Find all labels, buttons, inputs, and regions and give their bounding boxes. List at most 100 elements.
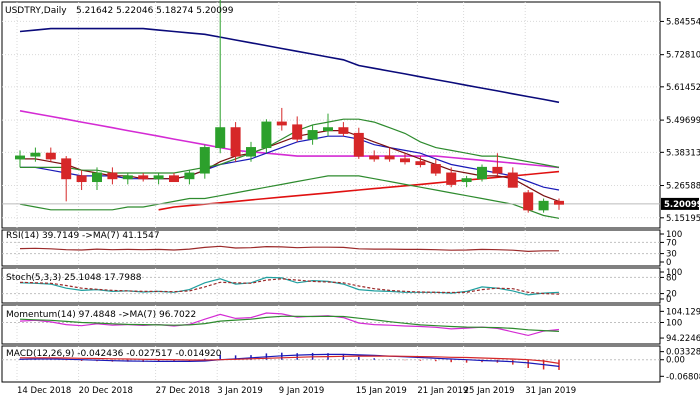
candle[interactable]	[92, 167, 102, 191]
time-axis-label: 3 Jan 2019	[217, 386, 263, 396]
mom-series-line-1	[19, 315, 560, 332]
candle[interactable]	[523, 190, 534, 213]
momentum-label: Momentum(14) 97.4848 ->MA(7) 96.7022	[6, 310, 196, 320]
candle[interactable]	[169, 173, 179, 183]
candle-body	[338, 127, 349, 134]
candle[interactable]	[215, 0, 226, 154]
labels-layer: USDTRY,Daily 5.21642 5.22046 5.18274 5.2…	[5, 6, 234, 359]
moving-average-line-6	[19, 175, 560, 219]
candle-body	[400, 158, 410, 163]
candle[interactable]	[384, 147, 395, 162]
stoch-series-line-1	[19, 278, 560, 295]
macd-series-line-0	[19, 353, 560, 367]
candle-body	[261, 121, 272, 149]
moving-average-line-5	[20, 118, 560, 174]
macd-scale-label: 0.00	[666, 356, 685, 366]
candle-body	[45, 152, 56, 160]
candle[interactable]	[15, 150, 25, 168]
stoch-scale-label: 0	[666, 295, 671, 305]
macd-panel	[2, 352, 660, 370]
candle[interactable]	[369, 150, 380, 162]
candle-body	[323, 127, 333, 132]
rsi-series-line-0	[19, 245, 559, 253]
candle[interactable]	[323, 113, 333, 137]
candle-body	[76, 175, 87, 183]
candle[interactable]	[307, 124, 318, 145]
candle[interactable]	[430, 158, 441, 176]
macd-series-line-1	[20, 355, 560, 364]
price-tick-label: 5.26588	[666, 182, 700, 192]
time-axis-label: 15 Jan 2019	[356, 386, 407, 396]
candle[interactable]	[461, 175, 472, 188]
stochastic-label: Stoch(5,3,3) 25.1048 17.7988	[6, 273, 142, 283]
candle-body	[554, 200, 564, 205]
candle[interactable]	[246, 141, 256, 162]
candle-body	[15, 155, 25, 160]
candle[interactable]	[492, 153, 503, 176]
candle-body	[292, 124, 303, 140]
candle-body	[153, 175, 164, 180]
candle[interactable]	[477, 164, 487, 182]
candle[interactable]	[554, 198, 564, 210]
candle[interactable]	[446, 167, 457, 188]
rsi-scale-label: 70	[666, 238, 677, 248]
rsi-scale-label: 30	[666, 250, 677, 260]
time-axis-label: 20 Dec 2018	[79, 386, 133, 396]
candle-body	[169, 175, 179, 183]
candle[interactable]	[30, 147, 41, 162]
candle[interactable]	[199, 144, 210, 179]
candle[interactable]	[45, 147, 56, 162]
candle-body	[369, 155, 380, 160]
price-tick-label: 5.38313	[666, 148, 700, 158]
candle[interactable]	[415, 156, 426, 168]
candle-body	[215, 127, 226, 149]
last-price-label: 5.20099	[664, 200, 700, 210]
candle-body	[430, 164, 441, 174]
candle-body	[246, 147, 256, 157]
price-panel	[2, 0, 660, 219]
price-tick-label: 5.61452	[666, 83, 700, 93]
panel-frame-rsi	[1, 229, 661, 267]
candle-body	[507, 172, 518, 188]
candle[interactable]	[353, 127, 364, 159]
candle[interactable]	[292, 116, 303, 142]
candle[interactable]	[76, 170, 87, 191]
candle-body	[523, 192, 534, 211]
candle[interactable]	[507, 167, 518, 188]
mom-series-line-0	[19, 312, 560, 337]
momentum-panel	[2, 312, 660, 337]
candle-body	[107, 172, 118, 180]
chart-title: USDTRY,Daily	[5, 6, 67, 16]
panel-frame-mom	[1, 304, 661, 345]
candle[interactable]	[153, 173, 164, 185]
grid-layer	[1, 1, 661, 383]
time-axis-label: 27 Dec 2018	[156, 386, 210, 396]
macd-scale-label: 0.033282	[666, 348, 700, 358]
panel-frame-main	[1, 1, 661, 229]
candle[interactable]	[230, 122, 241, 162]
candle[interactable]	[61, 156, 72, 202]
mom-scale-label: 104.1293	[666, 307, 700, 317]
candle-body	[92, 172, 102, 183]
candle[interactable]	[122, 173, 133, 185]
candle[interactable]	[184, 170, 195, 185]
macd-label: MACD(12,26,9) -0.042436 -0.027517 -0.014…	[6, 349, 222, 359]
candle[interactable]	[138, 173, 149, 182]
candle[interactable]	[538, 198, 549, 213]
stoch-scale-label: 80	[666, 273, 677, 283]
rsi-label: RSI(14) 39.7149 ->MA(7) 41.1547	[6, 231, 160, 241]
candle-body	[230, 127, 241, 157]
mom-scale-label: 100	[666, 318, 682, 328]
candle[interactable]	[107, 167, 118, 185]
candle[interactable]	[400, 153, 410, 165]
stochastic-panel	[2, 276, 660, 296]
candle-body	[446, 172, 457, 185]
candle[interactable]	[276, 107, 287, 131]
moving-average-line-2	[158, 170, 560, 211]
stoch-series-line-0	[19, 276, 560, 296]
candle[interactable]	[261, 119, 272, 154]
candle[interactable]	[338, 122, 349, 137]
candle-body	[461, 178, 472, 183]
mom-scale-label: 94.2246	[666, 334, 700, 344]
